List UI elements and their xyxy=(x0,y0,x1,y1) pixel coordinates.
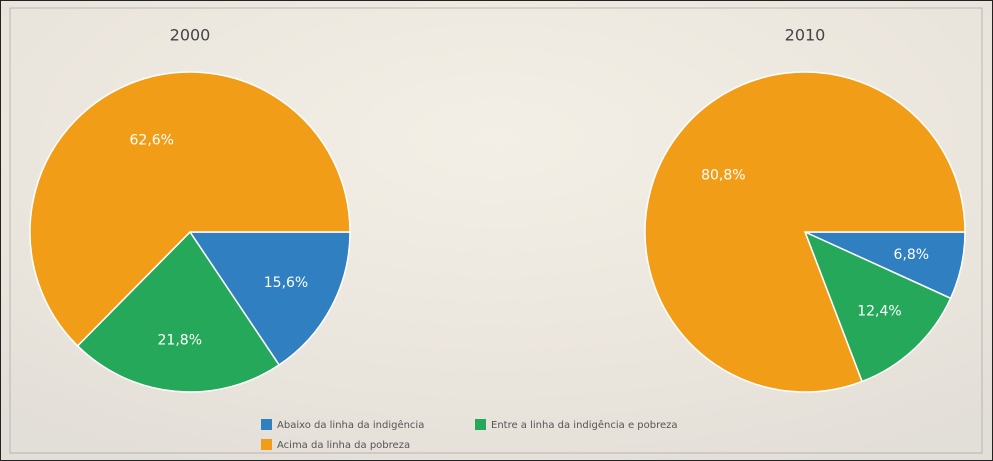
slice-label: 15,6% xyxy=(264,275,308,291)
pie-slice xyxy=(803,230,952,383)
legend-swatch xyxy=(475,419,486,430)
pie-slice xyxy=(188,231,351,366)
slice-label: 62,6% xyxy=(130,132,174,148)
pie-slice xyxy=(29,71,351,347)
slice-label: 12,4% xyxy=(857,303,901,319)
chart-title: 2000 xyxy=(170,26,211,45)
slice-label: 21,8% xyxy=(158,332,202,348)
legend-swatch xyxy=(261,419,272,430)
chart-title: 2010 xyxy=(785,26,826,45)
slice-label: 6,8% xyxy=(894,247,930,263)
legend-label: Abaixo da linha da indigência xyxy=(277,419,424,431)
legend-swatch xyxy=(261,439,272,450)
legend-label: Entre a linha da indigência e pobreza xyxy=(491,419,678,431)
inner-frame xyxy=(9,7,983,454)
pie-slice xyxy=(76,230,281,393)
legend-label: Acima da linha da pobreza xyxy=(277,440,410,451)
pie-slice xyxy=(644,71,966,393)
slice-label: 80,8% xyxy=(701,168,745,184)
